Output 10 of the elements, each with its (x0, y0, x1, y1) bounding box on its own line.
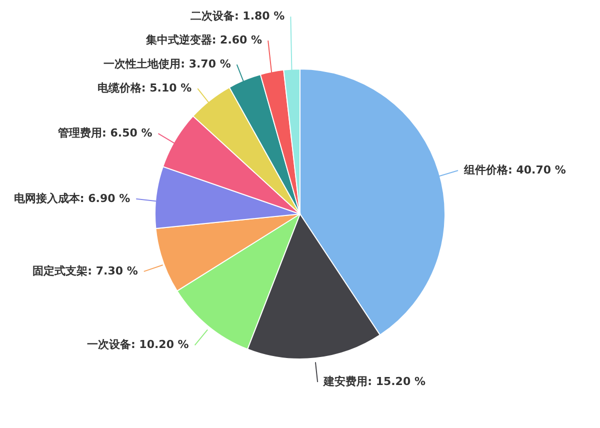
slice-label: 二次设备: 1.80 % (190, 10, 285, 23)
slice-label: 组件价格: 40.70 % (463, 163, 566, 176)
slice-label: 电网接入成本: 6.90 % (14, 192, 130, 205)
slice-label: 管理费用: 6.50 % (57, 126, 152, 140)
slice-label: 固定式支架: 7.30 % (32, 264, 138, 278)
slice-label: 一次设备: 10.20 % (86, 338, 189, 352)
slice-label: 电缆价格: 5.10 % (97, 82, 192, 95)
slice-label: 集中式逆变器: 2.60 % (144, 34, 262, 47)
slice-label: 一次性土地使用: 3.70 % (104, 58, 231, 71)
slice-label: 建安费用: 15.20 % (322, 375, 426, 388)
